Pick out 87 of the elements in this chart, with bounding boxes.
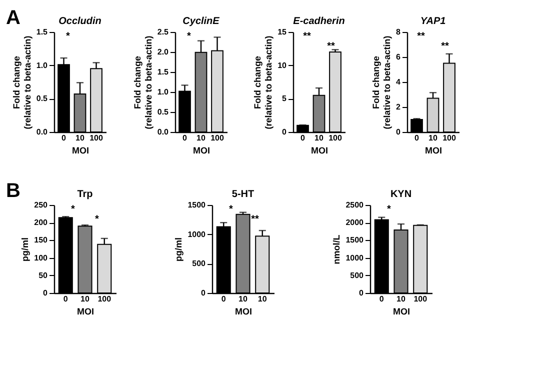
x-tick-label: 100: [210, 134, 224, 142]
y-tick-label: 4: [396, 78, 402, 86]
y-tick-label: 8: [396, 28, 402, 36]
annotation: **: [251, 214, 259, 225]
y-tick-label: 150: [34, 236, 48, 245]
y-tick-label: 0.5: [157, 108, 170, 116]
y-tick-label: 1500: [346, 236, 364, 245]
x-axis-title: MOI: [235, 306, 252, 316]
text: A: [6, 7, 20, 29]
y-tick-label: 500: [350, 270, 364, 280]
x-tick-label: 100: [98, 294, 112, 304]
x-tick-label: 10: [76, 134, 85, 142]
x-tick-label: 100: [442, 134, 456, 142]
y-axis-title: Fold change (relative to beta-actin): [252, 36, 274, 130]
x-tick-label: 0: [62, 134, 67, 142]
y-tick-label: 2000: [346, 218, 364, 228]
y-tick-label: 1.5: [36, 28, 48, 36]
annotation: **: [417, 31, 425, 42]
chart-title: KYN: [390, 189, 412, 200]
y-tick-label: 5: [282, 94, 288, 104]
y-tick-label: 0.0: [157, 128, 170, 136]
annotation: **: [327, 41, 335, 52]
annotation: *: [187, 31, 192, 42]
y-tick-label: 2.0: [157, 48, 170, 56]
y-tick-label: 1.0: [157, 88, 170, 96]
annotation: *: [66, 31, 70, 42]
y-tick-label: 100: [34, 253, 48, 262]
y-axis-title: nmol/L: [332, 234, 342, 264]
y-tick-label: 1000: [188, 230, 206, 239]
annotation: *: [95, 214, 100, 225]
chart-title: Trp: [77, 189, 93, 200]
y-tick-label: 50: [38, 270, 48, 280]
y-tick-label: 2: [396, 102, 402, 112]
annotation: *: [387, 204, 392, 215]
y-tick-label: 0.5: [36, 94, 48, 104]
x-tick-label: 0: [414, 134, 420, 142]
x-axis-title: MOI: [393, 306, 410, 316]
y-tick-label: 250: [34, 200, 48, 210]
annotation: **: [441, 41, 449, 52]
x-tick-label: 10: [314, 134, 324, 142]
x-axis-title: MOI: [72, 146, 89, 156]
chart-title: YAP1: [420, 16, 446, 27]
y-tick-label: 1.0: [36, 60, 48, 70]
x-tick-label: 10: [258, 294, 268, 304]
y-tick-label: 0: [201, 288, 206, 298]
x-tick-label: 0: [300, 134, 306, 142]
x-axis-title: MOI: [425, 146, 442, 156]
y-tick-label: 0: [359, 288, 364, 298]
chart-title: CyclinE: [182, 16, 220, 27]
y-tick-label: 2.5: [157, 28, 170, 36]
y-tick-label: 15: [278, 28, 288, 36]
y-tick-label: 1.5: [157, 68, 170, 76]
y-tick-label: 0: [43, 288, 48, 298]
x-tick-label: 0: [379, 294, 384, 304]
x-axis-title: MOI: [193, 146, 210, 156]
chart-title: 5-HT: [232, 189, 254, 200]
x-axis-title: MOI: [77, 306, 94, 316]
y-tick-label: 0.0: [36, 128, 48, 136]
y-tick-label: 1500: [188, 200, 206, 210]
annotation: *: [71, 204, 76, 215]
y-tick-label: 1000: [346, 253, 364, 262]
x-tick-label: 100: [414, 294, 428, 304]
x-tick-label: 100: [90, 134, 104, 142]
y-axis-title: Fold change (relative to beta-actin): [371, 36, 392, 130]
y-tick-label: 0: [282, 128, 288, 136]
y-tick-label: 10: [278, 60, 288, 70]
y-tick-label: 2500: [346, 200, 364, 210]
y-axis-title: pg/ml: [174, 238, 184, 262]
text: B: [6, 180, 20, 202]
y-axis-title: Fold change (relative to beta-actin): [11, 36, 32, 130]
y-axis-title: Fold change (relative to beta-actin): [132, 36, 154, 130]
y-tick-label: 200: [34, 218, 48, 228]
chart-title: E-cadherin: [293, 16, 345, 27]
y-tick-label: 500: [192, 259, 206, 268]
annotation: *: [229, 204, 234, 215]
chart-title: Occludin: [58, 16, 102, 27]
annotation: **: [303, 31, 311, 42]
x-tick-label: 10: [428, 134, 438, 142]
y-tick-label: 6: [396, 52, 402, 62]
x-tick-label: 10: [238, 294, 248, 304]
x-tick-label: 0: [221, 294, 226, 304]
x-tick-label: 0: [63, 294, 68, 304]
y-tick-label: 0: [396, 128, 402, 136]
x-axis-title: MOI: [311, 146, 328, 156]
x-tick-label: 10: [80, 294, 90, 304]
y-axis-title: pg/ml: [20, 238, 30, 262]
x-tick-label: 100: [328, 134, 342, 142]
